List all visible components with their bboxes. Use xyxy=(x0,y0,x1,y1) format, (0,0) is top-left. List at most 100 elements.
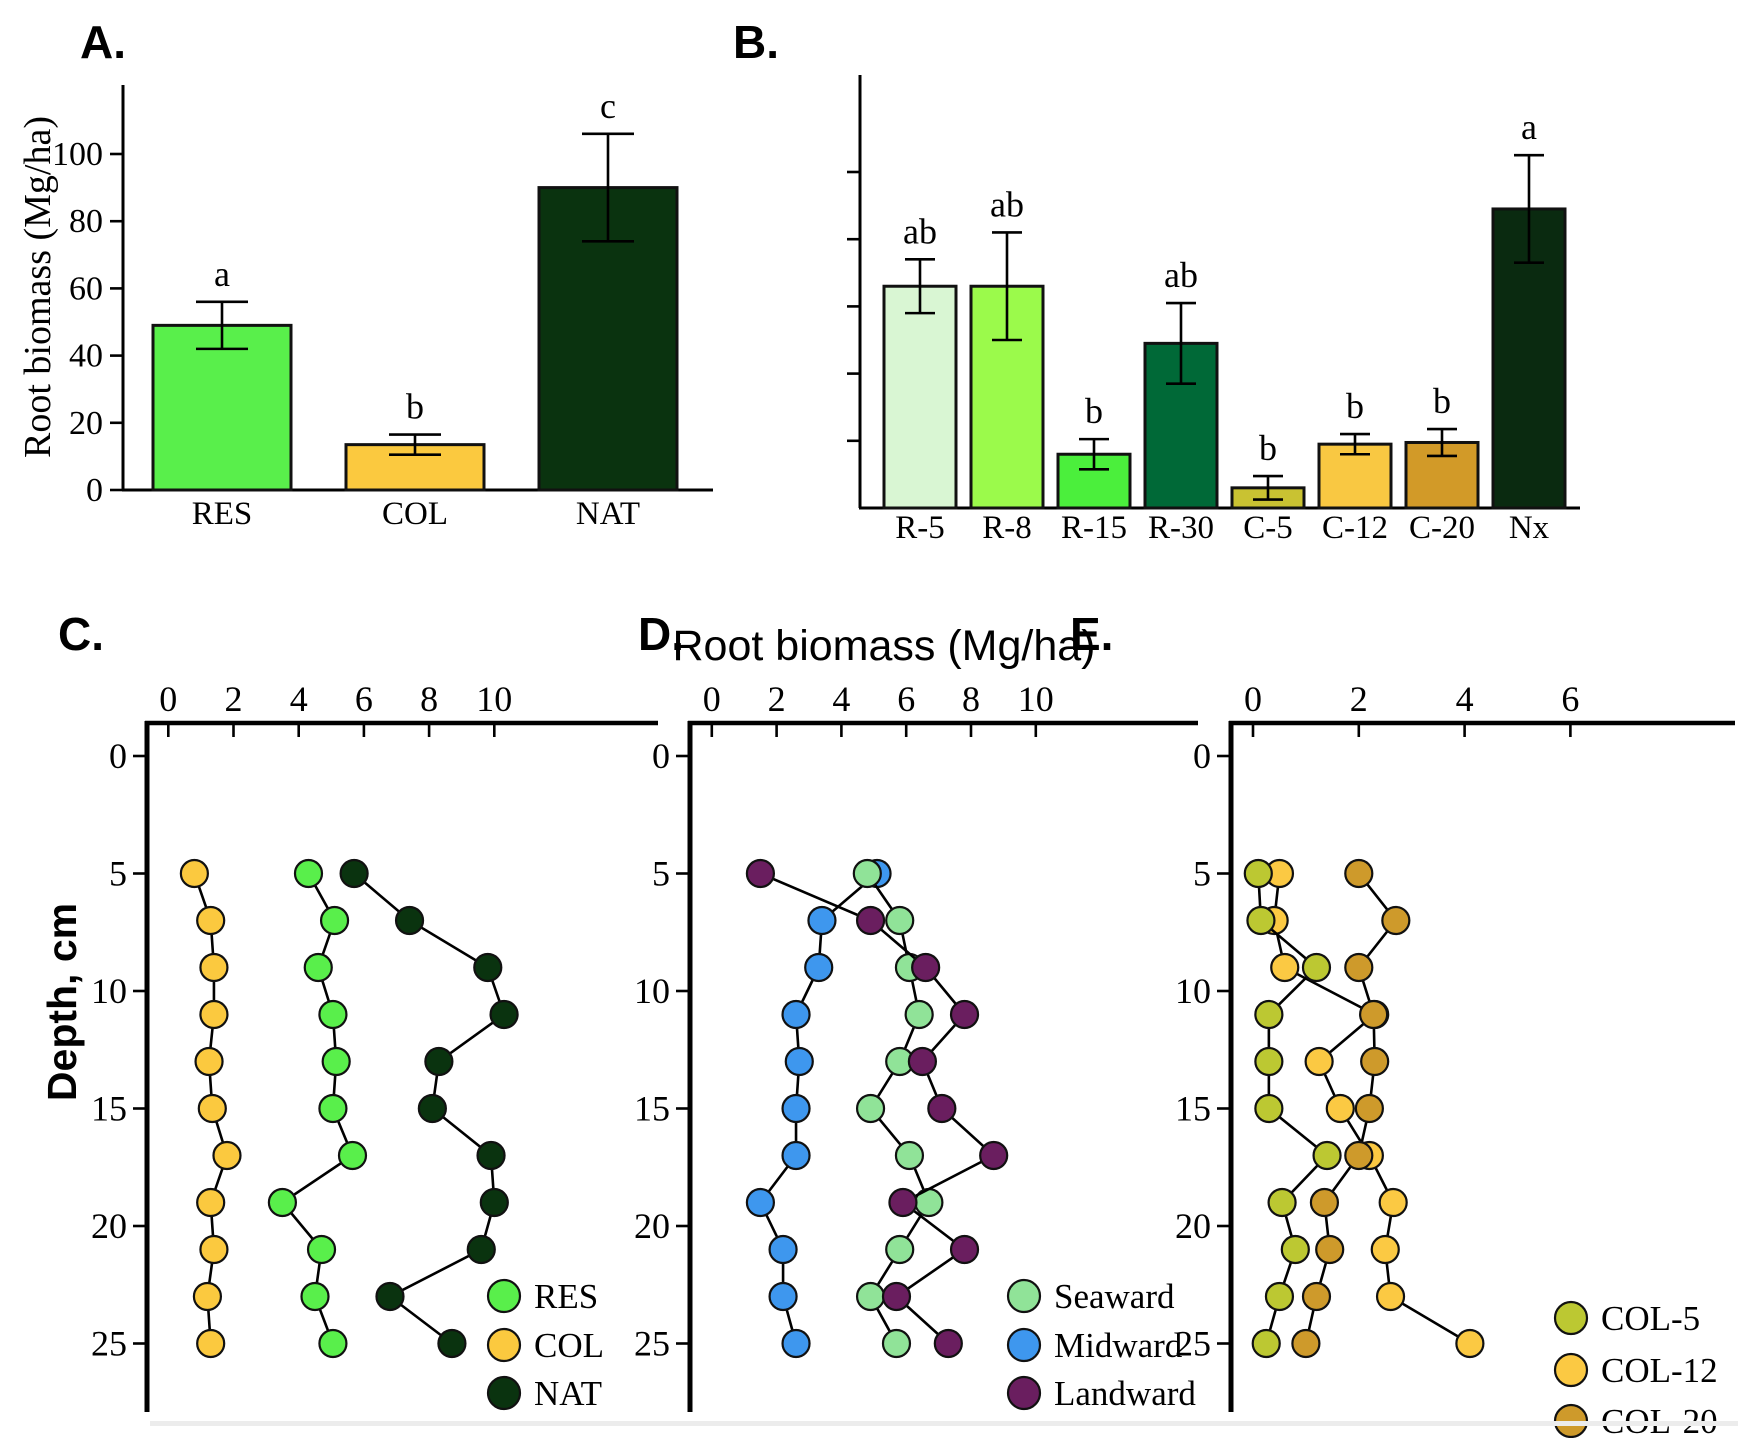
data-point xyxy=(1312,1140,1342,1171)
depth-tick-label: 15 xyxy=(1175,1089,1211,1129)
data-point xyxy=(1309,1187,1340,1218)
data-point xyxy=(1378,1187,1408,1218)
data-point xyxy=(1344,858,1374,889)
legend-label: COL-12 xyxy=(1601,1351,1718,1390)
x-tick-label: 6 xyxy=(1561,679,1579,719)
data-point xyxy=(1264,1281,1295,1312)
category-label: NAT xyxy=(576,496,640,532)
data-point xyxy=(1304,1046,1334,1077)
data-point xyxy=(1251,1328,1281,1359)
data-point xyxy=(466,1234,496,1265)
depth-tick-label: 25 xyxy=(91,1324,127,1364)
depth-tick-label: 5 xyxy=(1193,854,1211,894)
data-point xyxy=(394,905,425,936)
data-point xyxy=(1301,952,1332,983)
data-point xyxy=(321,1046,351,1077)
data-point xyxy=(306,1234,337,1265)
x-tick-label: 4 xyxy=(1456,679,1474,719)
data-point xyxy=(1354,1093,1384,1124)
panel-e: E. 0 2 4 6 0 5 10 15 20 25 COL-5 COL-12 COL-20 xyxy=(1070,608,1735,1438)
x-tick-label: 6 xyxy=(897,679,915,719)
data-point xyxy=(196,905,226,936)
sig-letter: b xyxy=(1259,428,1277,468)
sig-letter: b xyxy=(406,387,424,427)
x-tick-label: 2 xyxy=(768,679,786,719)
y-tick-label: 40 xyxy=(69,338,103,375)
sig-letter: b xyxy=(1085,391,1103,431)
data-point xyxy=(1254,999,1284,1030)
legend-label: Landward xyxy=(1054,1374,1196,1413)
data-point xyxy=(1315,1234,1345,1265)
x-tick-label: 2 xyxy=(1350,679,1368,719)
data-point xyxy=(1455,1328,1485,1359)
x-axis-title: Root biomass (Mg/ha) xyxy=(673,622,1096,670)
y-tick-label: 20 xyxy=(69,405,103,442)
panel-c: C. 0 2 4 6 8 10 0 5 10 15 20 25 RES COL NAT xyxy=(58,608,658,1413)
category-label: C-5 xyxy=(1243,510,1293,546)
data-point xyxy=(1291,1328,1321,1359)
sig-letter: ab xyxy=(1164,255,1198,295)
sig-letter: b xyxy=(1433,381,1451,421)
panel-letter: A. xyxy=(80,16,126,68)
data-point xyxy=(179,858,209,889)
data-point xyxy=(1267,1187,1297,1218)
legend-label: NAT xyxy=(534,1374,602,1413)
y-tick-label: 80 xyxy=(69,203,103,240)
legend-label: COL-20 xyxy=(1601,1402,1718,1438)
sig-letter: c xyxy=(600,86,616,126)
data-point xyxy=(417,1093,447,1124)
panel-d: D.Root biomass (Mg/ha) 0 2 4 6 8 10 0 5 10 15 20 25 S… xyxy=(634,608,1198,1413)
category-label: Nx xyxy=(1509,510,1550,546)
data-point xyxy=(424,1046,454,1077)
data-point xyxy=(300,1281,330,1312)
data-point xyxy=(197,1093,227,1124)
category-label: C-20 xyxy=(1409,510,1475,546)
data-point xyxy=(855,905,886,936)
data-point xyxy=(319,905,350,936)
depth-tick-label: 25 xyxy=(1175,1324,1211,1364)
data-point xyxy=(1254,1046,1284,1077)
data-point xyxy=(339,858,369,889)
x-tick-label: 0 xyxy=(703,679,721,719)
data-point xyxy=(1375,1281,1406,1312)
legend-swatch xyxy=(486,1375,522,1411)
panel-letter: C. xyxy=(58,608,104,660)
data-point xyxy=(904,999,934,1030)
data-point xyxy=(318,1328,348,1359)
depth-tick-label: 20 xyxy=(1175,1206,1211,1246)
x-tick-label: 10 xyxy=(476,679,512,719)
category-label: R-15 xyxy=(1061,510,1127,546)
x-tick-label: 4 xyxy=(290,679,308,719)
depth-tick-label: 10 xyxy=(91,971,127,1011)
x-tick-label: 6 xyxy=(355,679,373,719)
x-tick-label: 2 xyxy=(225,679,243,719)
data-point xyxy=(881,1328,912,1359)
data-point xyxy=(927,1093,957,1124)
legend-swatch xyxy=(1553,1300,1589,1336)
bottom-rule xyxy=(150,1421,1738,1426)
data-point xyxy=(1381,905,1411,936)
data-point xyxy=(979,1140,1009,1171)
category-label: COL xyxy=(382,496,448,532)
data-point xyxy=(781,1140,811,1171)
data-point xyxy=(804,952,834,983)
data-point xyxy=(933,1328,963,1359)
data-point xyxy=(949,999,980,1030)
depth-tick-label: 15 xyxy=(91,1089,127,1129)
legend-label: Midward xyxy=(1054,1326,1183,1365)
x-tick-label: 4 xyxy=(832,679,850,719)
data-point xyxy=(267,1187,297,1218)
depth-tick-label: 15 xyxy=(634,1089,670,1129)
data-point xyxy=(885,905,915,936)
data-point xyxy=(1246,905,1276,936)
legend-swatch xyxy=(1553,1352,1589,1388)
legend-swatch xyxy=(486,1278,522,1314)
x-tick-label: 0 xyxy=(159,679,177,719)
data-point xyxy=(1370,1234,1400,1265)
data-point xyxy=(894,1140,925,1171)
data-point xyxy=(489,999,519,1030)
legend-swatch xyxy=(1006,1375,1042,1411)
category-label: R-8 xyxy=(982,510,1032,546)
